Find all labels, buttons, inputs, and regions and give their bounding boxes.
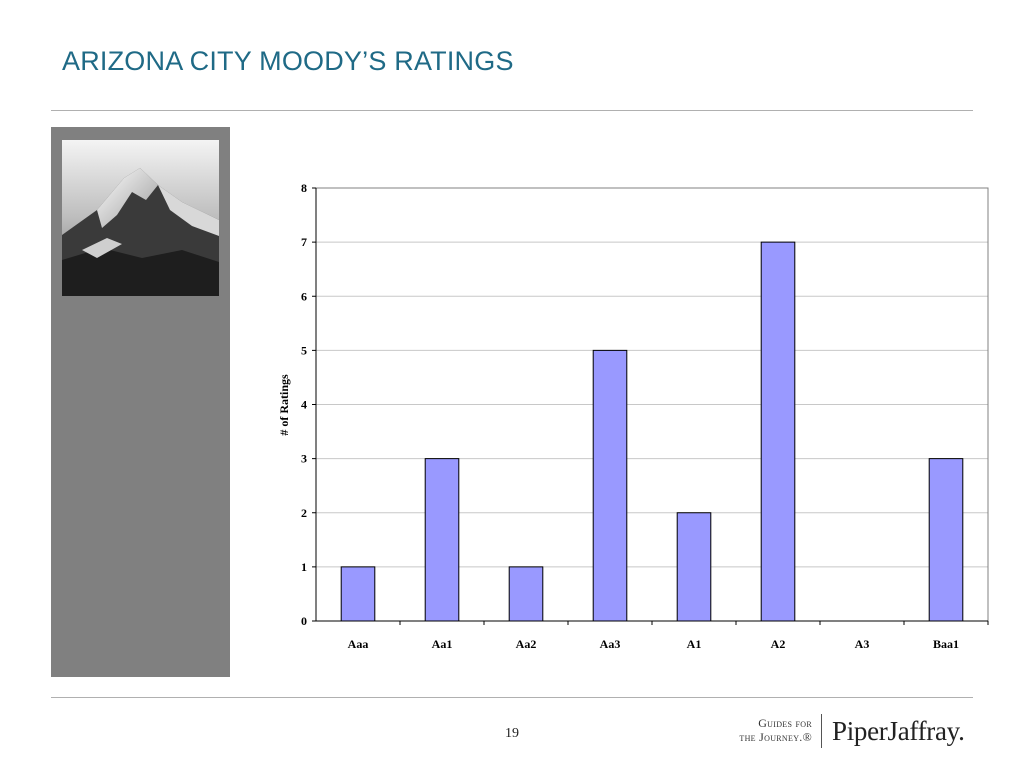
x-ticks: Aaa Aa1 Aa2 Aa3 A1 A2 A3 Baa1 xyxy=(348,621,989,651)
x-tick-label: A3 xyxy=(855,637,870,651)
y-tick-label: 2 xyxy=(301,506,307,520)
gridlines xyxy=(316,187,988,568)
top-divider xyxy=(51,110,973,111)
bottom-divider xyxy=(51,697,973,698)
bar-aa3 xyxy=(592,349,628,622)
x-tick-label: Aa1 xyxy=(432,637,453,651)
x-tick-label: A2 xyxy=(771,637,786,651)
brand-tagline-line2: the Journey.® xyxy=(739,730,812,744)
brand-logo: PiperJaffray. xyxy=(832,716,965,746)
bar-a2 xyxy=(760,241,796,622)
y-tick-label: 3 xyxy=(301,452,307,466)
x-tick-label: Aa3 xyxy=(600,637,621,651)
brand-divider xyxy=(821,714,822,748)
x-tick-label: Aa2 xyxy=(516,637,537,651)
brand-tagline-line1: Guides for xyxy=(758,716,812,730)
y-tick-label: 5 xyxy=(301,343,307,357)
bar-aa2 xyxy=(508,566,544,622)
y-tick-label: 0 xyxy=(301,614,307,628)
bar-aa1 xyxy=(424,458,460,622)
page-number: 19 xyxy=(505,726,519,741)
bars xyxy=(340,241,964,622)
mountain-photo-icon xyxy=(62,140,219,296)
y-ticks: 0 1 2 3 4 5 6 7 8 xyxy=(301,181,316,628)
y-tick-label: 8 xyxy=(301,181,307,195)
brand-tagline: Guides for the Journey.® xyxy=(722,716,812,744)
y-axis-label: # of Ratings xyxy=(277,374,291,436)
y-tick-label: 7 xyxy=(301,235,307,249)
bar-baa1 xyxy=(928,458,964,622)
x-tick-label: A1 xyxy=(687,637,702,651)
y-tick-label: 1 xyxy=(301,560,307,574)
slide-title: ARIZONA CITY MOODY’S RATINGS xyxy=(62,46,514,76)
x-tick-label: Baa1 xyxy=(933,637,959,651)
x-tick-label: Aaa xyxy=(348,637,369,651)
y-tick-label: 4 xyxy=(301,398,307,412)
y-tick-label: 6 xyxy=(301,289,307,303)
bar-a1 xyxy=(676,512,712,622)
bar-aaa xyxy=(340,566,376,622)
